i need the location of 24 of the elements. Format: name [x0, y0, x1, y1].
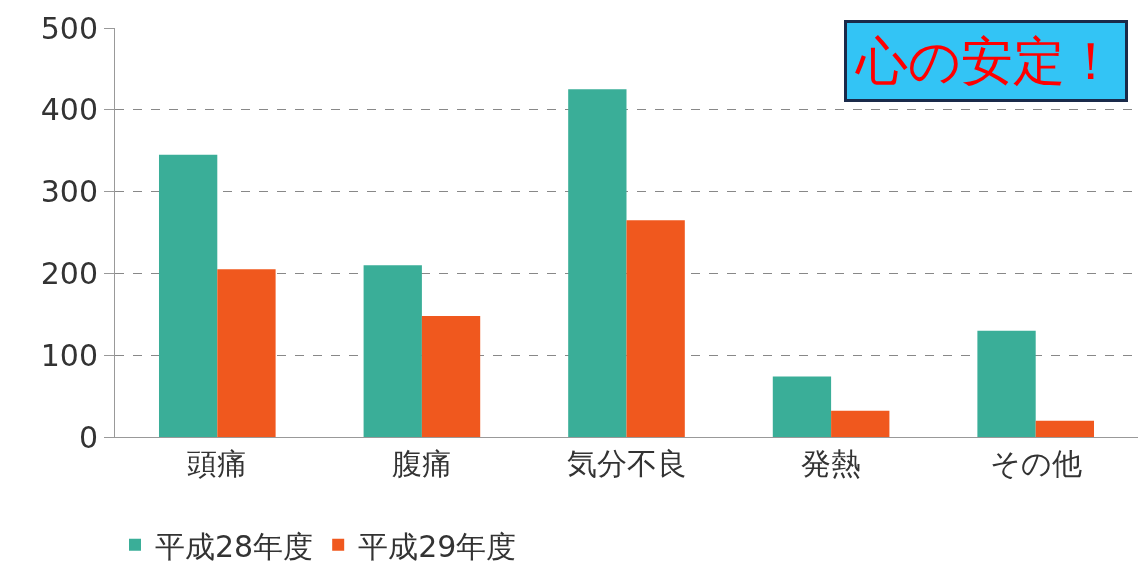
- x-tick-label: その他: [989, 446, 1082, 481]
- x-tick-label: 腹痛: [391, 446, 452, 481]
- bar: [568, 89, 627, 437]
- bar: [217, 269, 276, 437]
- bar: [158, 154, 218, 437]
- y-tick-label: 400: [40, 92, 98, 128]
- x-tick-label: 気分不良: [566, 446, 687, 481]
- x-tick-label: 発熱: [801, 446, 862, 481]
- x-tick-label: 頭痛: [187, 446, 248, 481]
- bar: [1035, 420, 1095, 437]
- y-tick-label: 300: [40, 174, 98, 210]
- bar: [421, 315, 481, 437]
- bar: [626, 220, 685, 437]
- bar: [363, 265, 422, 437]
- y-tick-label: 500: [40, 10, 98, 46]
- y-tick-label: 100: [40, 337, 98, 373]
- legend-label: 平成28年度: [155, 528, 314, 564]
- bar: [977, 330, 1036, 437]
- y-tick-label: 200: [40, 255, 98, 291]
- annotation: 心の安定！: [855, 31, 1117, 91]
- bar: [772, 376, 832, 437]
- bar: [831, 410, 890, 437]
- legend-label: 平成29年度: [358, 528, 517, 564]
- y-tick-label: 0: [78, 419, 98, 455]
